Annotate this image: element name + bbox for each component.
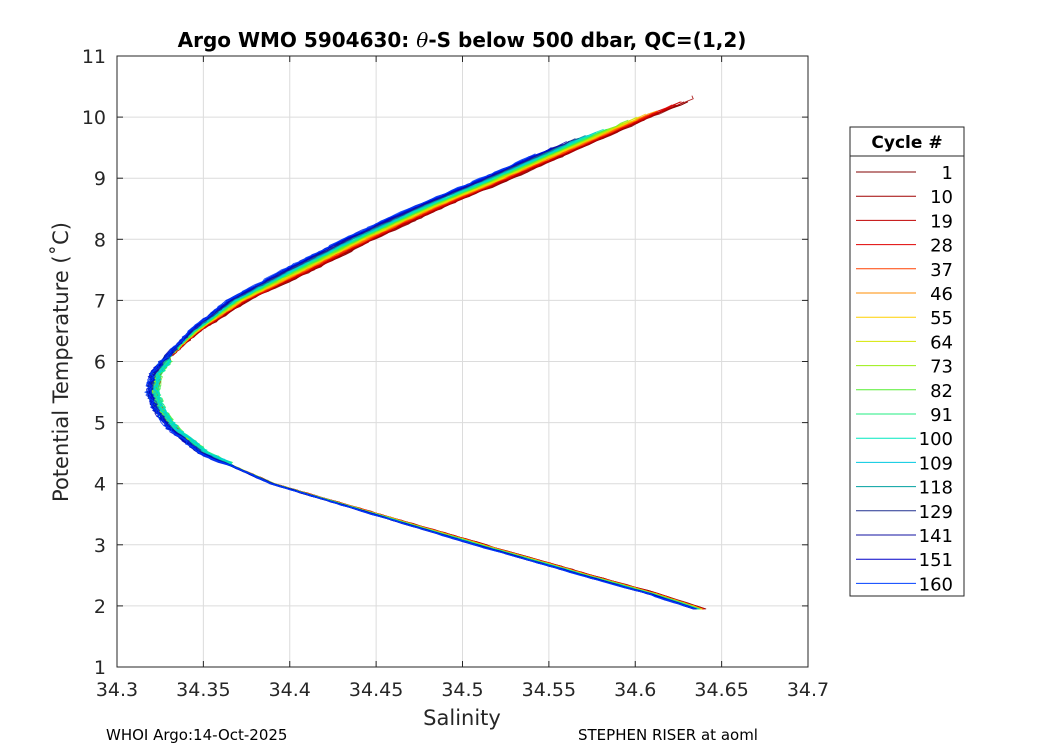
x-axis-label: Salinity <box>423 706 501 730</box>
footer-credit: WHOI Argo:14-Oct-2025 <box>106 726 288 744</box>
y-tick-label: 9 <box>94 168 106 190</box>
legend-entry-label: 141 <box>919 526 953 547</box>
legend-entry-label: 46 <box>930 284 953 305</box>
y-tick-label: 10 <box>82 107 106 129</box>
legend-entry-label: 19 <box>930 211 953 232</box>
y-tick-label: 5 <box>94 413 106 435</box>
axes: 34.3 34.35 34.4 34.45 34.5 34.55 34.6 34.65 34.7… <box>82 46 829 701</box>
y-tick-label: 1 <box>94 657 106 679</box>
chart-title-theta: θ <box>416 28 428 52</box>
legend-entry-label: 1 <box>942 163 953 184</box>
x-tick-label: 34.5 <box>441 679 483 701</box>
legend-entry-label: 109 <box>919 453 953 474</box>
x-tick-label: 34.35 <box>176 679 230 701</box>
x-tick-label: 34.65 <box>694 679 748 701</box>
y-tick-label: 3 <box>94 535 106 557</box>
cycle-profile-line <box>144 156 695 610</box>
legend-entry-label: 73 <box>930 357 953 378</box>
profile-lines <box>144 95 707 610</box>
y-axis-label: Potential Temperature (˚C) <box>49 222 73 502</box>
legend-entry-label: 118 <box>919 478 953 499</box>
x-tick-label: 34.45 <box>349 679 403 701</box>
legend-entry-label: 64 <box>930 332 953 353</box>
y-tick-label: 11 <box>82 46 106 68</box>
y-tick-label: 2 <box>94 596 106 618</box>
legend-entry-label: 100 <box>919 429 953 450</box>
x-tick-label: 34.4 <box>269 679 311 701</box>
chart-title: Argo WMO 5904630: θ-S below 500 dbar, QC… <box>178 28 747 52</box>
y-tick-label: 7 <box>94 290 106 312</box>
chart-title-prefix: Argo WMO 5904630: <box>178 28 417 52</box>
legend-entry-label: 82 <box>930 381 953 402</box>
legend-entry-label: 129 <box>919 502 953 523</box>
legend-entry-label: 55 <box>930 308 953 329</box>
y-tick-label: 8 <box>94 229 106 251</box>
chart-title-suffix: -S below 500 dbar, QC=(1,2) <box>428 28 746 52</box>
legend-entry-label: 10 <box>930 187 953 208</box>
legend-entry-label: 91 <box>930 405 953 426</box>
legend: Cycle #1 10 19 28 37 46 55 64 73 82 91 100 109 118 129… <box>849 126 965 597</box>
legend-entry-label: 37 <box>930 260 953 281</box>
footer-operator: STEPHEN RISER at aoml <box>578 726 758 744</box>
x-tick-label: 34.55 <box>522 679 576 701</box>
legend-box <box>849 126 965 597</box>
y-tick-label: 4 <box>94 474 106 496</box>
legend-entry-label: 28 <box>930 236 953 257</box>
legend-entry-label: 151 <box>919 550 953 571</box>
legend-entry-label: 160 <box>919 574 953 595</box>
x-tick-label: 34.3 <box>96 679 138 701</box>
x-tick-label: 34.7 <box>787 679 829 701</box>
legend-title: Cycle # <box>871 133 942 153</box>
x-tick-label: 34.6 <box>614 679 656 701</box>
y-tick-label: 6 <box>94 352 106 374</box>
